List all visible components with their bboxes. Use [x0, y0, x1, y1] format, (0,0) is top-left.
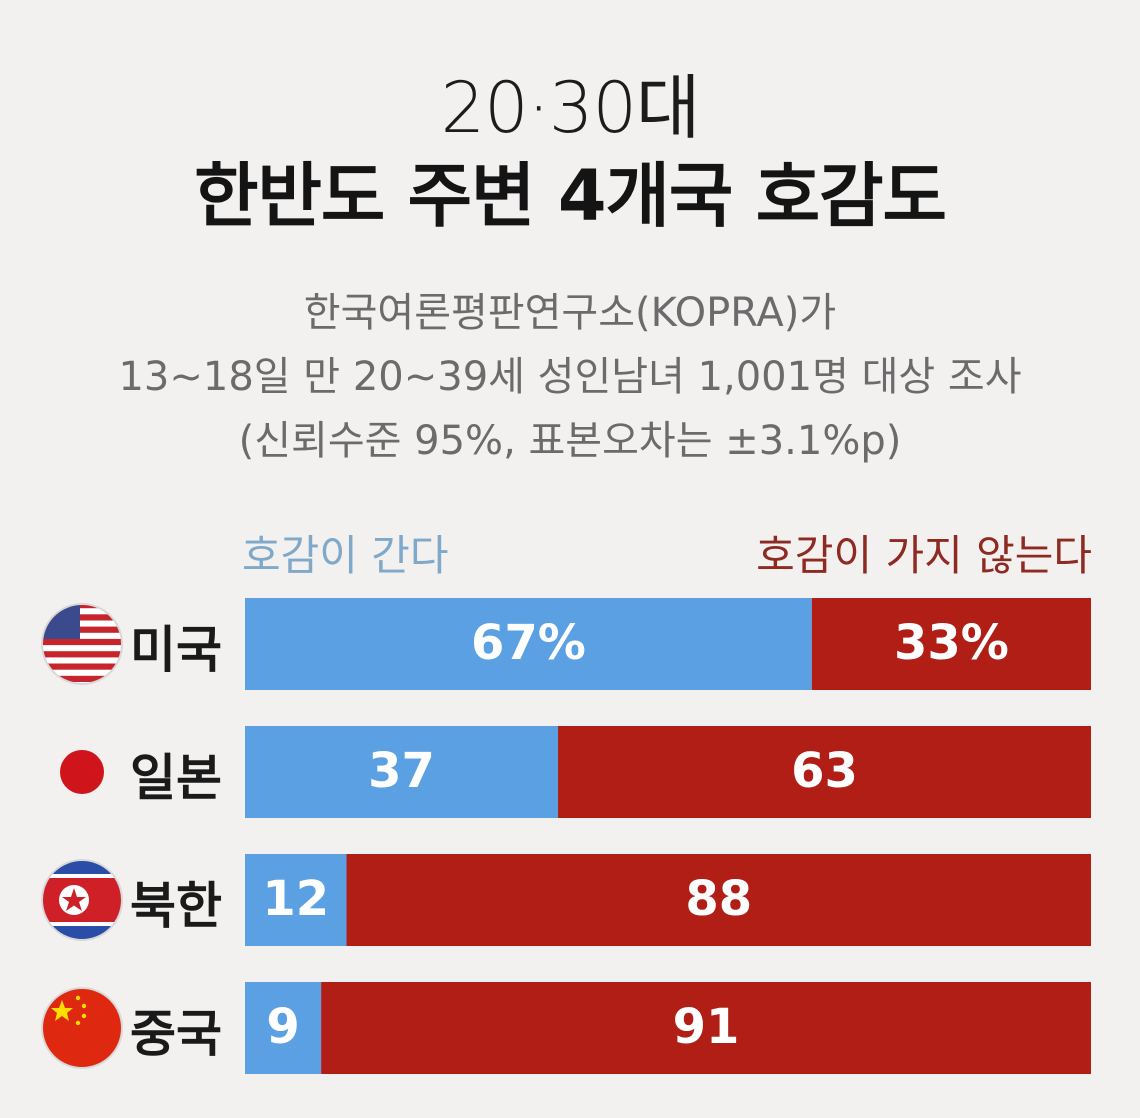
- category-label: 북한: [130, 877, 222, 935]
- flag-container: [40, 730, 124, 814]
- data-label-positive: 9: [266, 999, 299, 1055]
- chart-subtitle-line2: 13~18일 만 20~39세 성인남녀 1,001명 대상 조사: [118, 354, 1022, 400]
- flag-container: [40, 602, 124, 686]
- china-flag-icon: [41, 987, 123, 1069]
- data-label-negative: 33%: [894, 615, 1009, 671]
- category-label: 일본: [130, 749, 222, 807]
- category-label: 중국: [130, 1005, 222, 1063]
- bar-negative: [558, 726, 1091, 818]
- bar-positive: [245, 854, 347, 946]
- bar-positive: [245, 982, 322, 1074]
- data-label-positive: 12: [262, 871, 329, 927]
- bar-positive: [245, 726, 559, 818]
- chart-row: 중국 9 91: [0, 982, 1140, 1074]
- bar-negative: [346, 854, 1091, 946]
- chart-subtitle-line1: 한국여론평판연구소(KOPRA)가: [303, 290, 837, 336]
- flag-container: [40, 858, 124, 942]
- chart-row: 북한 12 88: [0, 854, 1140, 946]
- stacked-bar: 37 63: [245, 726, 1091, 818]
- data-label-negative: 88: [685, 871, 752, 927]
- data-label-negative: 91: [673, 999, 740, 1055]
- data-label-positive: 67%: [471, 615, 586, 671]
- chart-subtitle-line3: (신뢰수준 95%, 표본오차는 ±3.1%p): [238, 418, 902, 464]
- north-korea-flag-icon: [41, 859, 123, 941]
- category-label: 미국: [130, 621, 222, 679]
- bar-svg: 9 91: [245, 982, 1091, 1074]
- bar-positive: [245, 598, 812, 690]
- japan-flag-icon: [60, 750, 104, 794]
- chart-row: 미국 67% 33%: [0, 598, 1140, 690]
- flag-container: [40, 986, 124, 1070]
- data-label-negative: 63: [791, 743, 858, 799]
- data-label-positive: 37: [368, 743, 435, 799]
- bar-svg: 12 88: [245, 854, 1091, 946]
- legend-negative: 호감이 가지 않는다: [756, 531, 1092, 580]
- stacked-bar: 9 91: [245, 982, 1091, 1074]
- bar-svg: 37 63: [245, 726, 1091, 818]
- stacked-bar: 67% 33%: [245, 598, 1091, 690]
- legend-positive: 호감이 간다: [242, 531, 449, 580]
- chart-title-line1: 20·30대: [440, 67, 701, 149]
- bar-negative: [811, 598, 1091, 690]
- us-flag-icon: [41, 603, 123, 685]
- chart-row: 일본 37 63: [0, 726, 1140, 818]
- bar-negative: [321, 982, 1091, 1074]
- stacked-bar: 12 88: [245, 854, 1091, 946]
- chart-title: 한반도 주변 4개국 호감도: [194, 155, 947, 237]
- bar-svg: 67% 33%: [245, 598, 1091, 690]
